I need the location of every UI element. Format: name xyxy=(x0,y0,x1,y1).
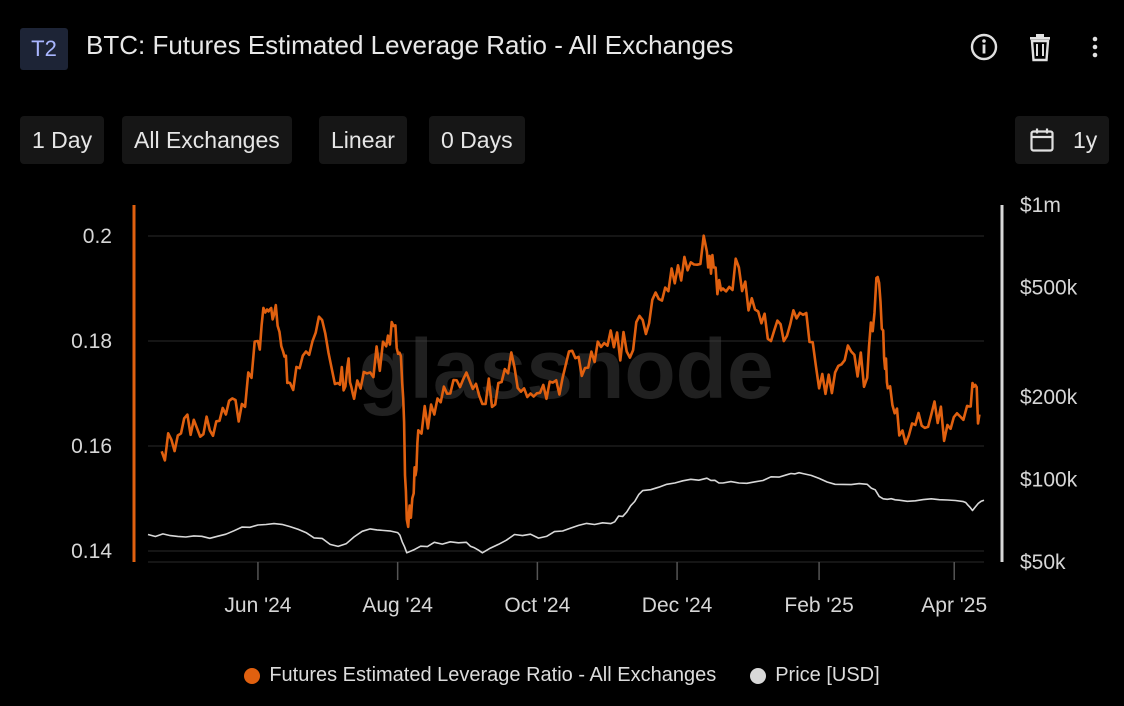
legend-item-leverage[interactable]: Futures Estimated Leverage Ratio - All E… xyxy=(244,664,716,687)
x-tick-label: Aug '24 xyxy=(362,594,433,617)
y-right-tick-label: $200k xyxy=(1020,386,1078,409)
range-label: 1y xyxy=(1073,126,1098,153)
y-right-tick-label: $500k xyxy=(1020,277,1078,300)
grid xyxy=(148,235,984,563)
y-left-tick-label: 0.2 xyxy=(83,225,112,248)
range-select[interactable]: 1y xyxy=(1015,116,1110,164)
more-vertical-icon[interactable] xyxy=(1080,30,1110,64)
y-left-tick-label: 0.18 xyxy=(71,330,112,353)
exchange-select[interactable]: All Exchanges xyxy=(122,116,292,164)
legend-swatch-price xyxy=(750,667,767,684)
info-icon[interactable] xyxy=(967,30,1001,64)
legend-swatch-leverage xyxy=(244,667,261,684)
legend-label-leverage: Futures Estimated Leverage Ratio - All E… xyxy=(269,664,717,686)
legend-label-price: Price [USD] xyxy=(775,664,880,686)
y-right-tick-label: $50k xyxy=(1020,551,1066,574)
x-tick-label: Oct '24 xyxy=(504,594,570,617)
calendar-icon xyxy=(1029,127,1055,153)
legend: Futures Estimated Leverage Ratio - All E… xyxy=(0,664,1124,687)
x-tick-label: Feb '25 xyxy=(784,594,853,617)
y-left-tick-label: 0.16 xyxy=(71,435,112,458)
x-tick-label: Jun '24 xyxy=(224,594,291,617)
price-series-line xyxy=(147,471,985,554)
chart-badge: T2 xyxy=(20,28,68,70)
y-left-tick-label: 0.14 xyxy=(71,540,112,563)
scale-select[interactable]: Linear xyxy=(319,116,407,164)
legend-item-price[interactable]: Price [USD] xyxy=(750,664,880,687)
y-right-tick-label: $100k xyxy=(1020,468,1078,491)
chart-title: BTC: Futures Estimated Leverage Ratio - … xyxy=(86,30,734,60)
sma-select[interactable]: 0 Days xyxy=(429,116,525,164)
x-tick-label: Apr '25 xyxy=(921,594,987,617)
resolution-select[interactable]: 1 Day xyxy=(20,116,105,164)
y-right-tick-label: $1m xyxy=(1020,194,1061,217)
x-tick-label: Dec '24 xyxy=(642,594,713,617)
leverage-series-line xyxy=(160,234,981,529)
trash-icon[interactable] xyxy=(1023,30,1057,64)
